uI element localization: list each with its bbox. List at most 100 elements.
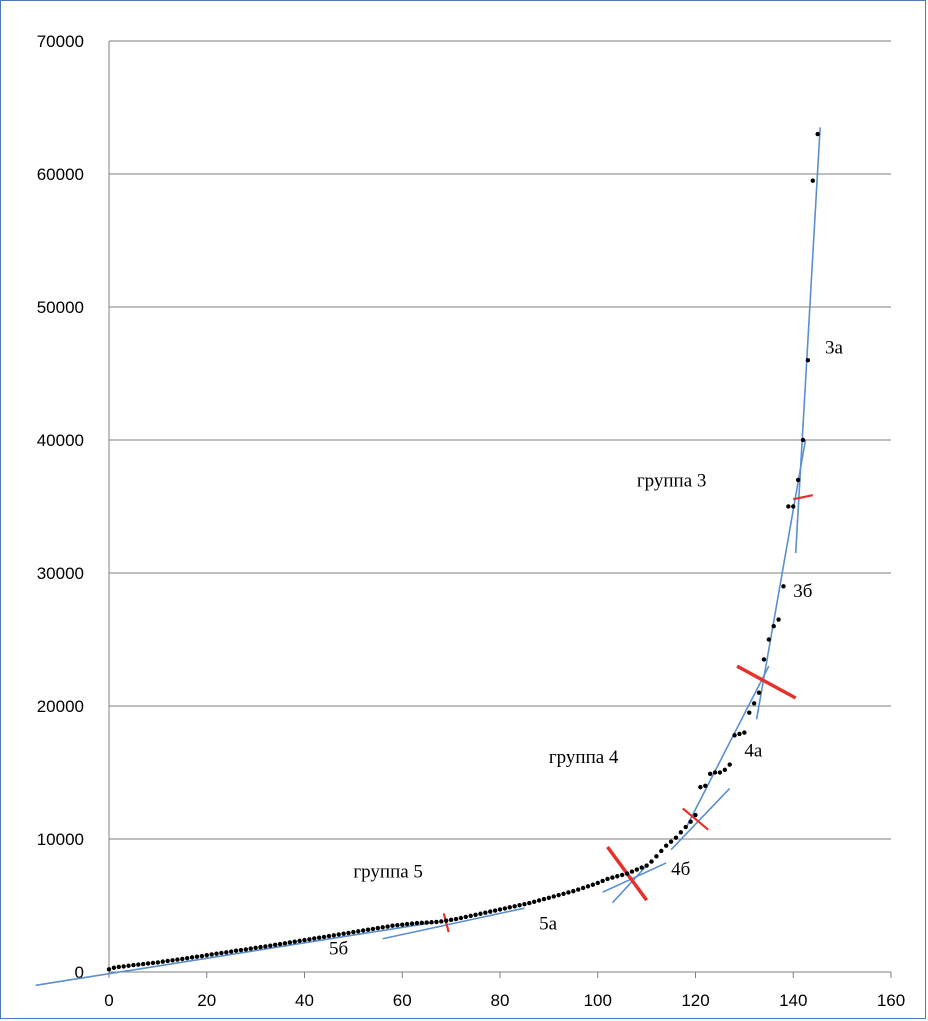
data-point-23 (219, 950, 224, 956)
data-point-46 (331, 933, 337, 938)
data-point-5 (131, 962, 136, 968)
y-tick-label-50000: 50000 (37, 298, 84, 317)
data-point-71 (453, 916, 459, 922)
fit-lines (35, 127, 821, 987)
data-point-68 (439, 919, 444, 924)
data-point-33 (268, 943, 273, 948)
data-point-145 (815, 131, 820, 137)
data-point-103 (610, 875, 615, 880)
x-tick-label-120: 120 (681, 991, 709, 1010)
x-tick-label-0: 0 (104, 991, 113, 1010)
data-point-25 (228, 949, 234, 954)
x-tick-label-60: 60 (393, 991, 412, 1010)
data-point-109 (639, 865, 644, 870)
data-point-51 (356, 929, 361, 934)
y-tick-label-40000: 40000 (37, 431, 84, 450)
fit-line-4а (685, 665, 770, 829)
fit-line-4б (602, 862, 667, 893)
y-tick-label-60000: 60000 (37, 165, 84, 184)
data-point-141 (795, 477, 801, 483)
data-point-116 (673, 835, 679, 840)
data-point-124 (712, 770, 718, 775)
data-point-93 (561, 891, 566, 896)
data-point-112 (654, 854, 659, 859)
data-point-29 (248, 946, 253, 951)
data-point-118 (683, 824, 688, 830)
data-point-99 (590, 882, 596, 887)
annotation-0: 3а (825, 338, 844, 359)
data-point-15 (180, 956, 185, 962)
data-point-84 (517, 903, 522, 908)
axes (108, 41, 891, 973)
data-point-120 (693, 812, 698, 818)
data-point-16 (185, 955, 190, 961)
y-tick-label-10000: 10000 (37, 830, 84, 849)
data-point-129 (737, 731, 742, 737)
data-point-117 (678, 830, 684, 835)
x-tick-label-20: 20 (197, 991, 216, 1010)
data-point-14 (175, 957, 180, 962)
data-point-8 (145, 961, 151, 966)
data-point-122 (703, 783, 708, 788)
fit-line-aux-6 (670, 787, 731, 851)
fit-line-3а (794, 127, 821, 554)
data-point-19 (199, 953, 205, 959)
data-point-91 (551, 894, 556, 899)
annotation-1: группа 3 (637, 471, 707, 492)
data-point-12 (165, 958, 170, 964)
data-point-80 (497, 907, 503, 912)
data-point-134 (761, 657, 767, 662)
data-point-89 (541, 896, 547, 902)
data-point-72 (458, 915, 464, 921)
data-point-115 (668, 839, 674, 844)
x-tick-label-40: 40 (295, 991, 314, 1010)
data-point-55 (375, 925, 381, 931)
data-point-86 (527, 900, 532, 906)
data-point-96 (576, 887, 581, 892)
data-point-102 (605, 876, 610, 882)
data-point-100 (595, 880, 600, 886)
data-point-136 (771, 624, 776, 629)
data-point-31 (258, 944, 263, 950)
data-point-54 (370, 926, 376, 932)
data-point-139 (786, 504, 791, 509)
data-point-11 (160, 959, 165, 964)
data-point-107 (629, 869, 635, 874)
annotation-7: 5а (539, 913, 558, 934)
data-point-135 (766, 637, 772, 642)
data-point-13 (170, 958, 175, 963)
data-point-88 (536, 898, 542, 903)
annotation-3: группа 4 (549, 747, 619, 768)
y-tick-label-70000: 70000 (37, 32, 84, 51)
data-point-7 (141, 961, 146, 967)
data-point-27 (238, 947, 244, 953)
y-tick-label-20000: 20000 (37, 697, 84, 716)
data-point-75 (473, 912, 478, 918)
fit-line-5а (382, 907, 525, 940)
annotation-6: группа 5 (353, 862, 423, 883)
data-point-81 (502, 906, 508, 911)
y-tick-label-30000: 30000 (37, 564, 84, 583)
data-point-3 (121, 964, 126, 969)
data-point-59 (395, 922, 400, 928)
data-point-63 (414, 920, 420, 926)
data-point-67 (434, 919, 439, 925)
data-point-57 (385, 924, 390, 929)
data-point-24 (224, 950, 229, 955)
data-point-45 (326, 933, 332, 939)
x-tick-label-140: 140 (779, 991, 807, 1010)
data-point-140 (791, 504, 796, 509)
data-point-35 (277, 941, 283, 947)
annotation-5: 4б (671, 859, 690, 880)
data-point-56 (380, 925, 385, 930)
x-tick-label-80: 80 (491, 991, 510, 1010)
data-point-76 (478, 911, 483, 916)
data-point-52 (360, 928, 366, 933)
data-point-125 (717, 770, 723, 775)
data-point-70 (448, 917, 454, 923)
data-point-74 (468, 913, 473, 919)
data-point-32 (263, 944, 268, 949)
data-point-101 (600, 878, 605, 884)
data-point-2 (116, 964, 121, 970)
data-point-17 (189, 955, 195, 960)
